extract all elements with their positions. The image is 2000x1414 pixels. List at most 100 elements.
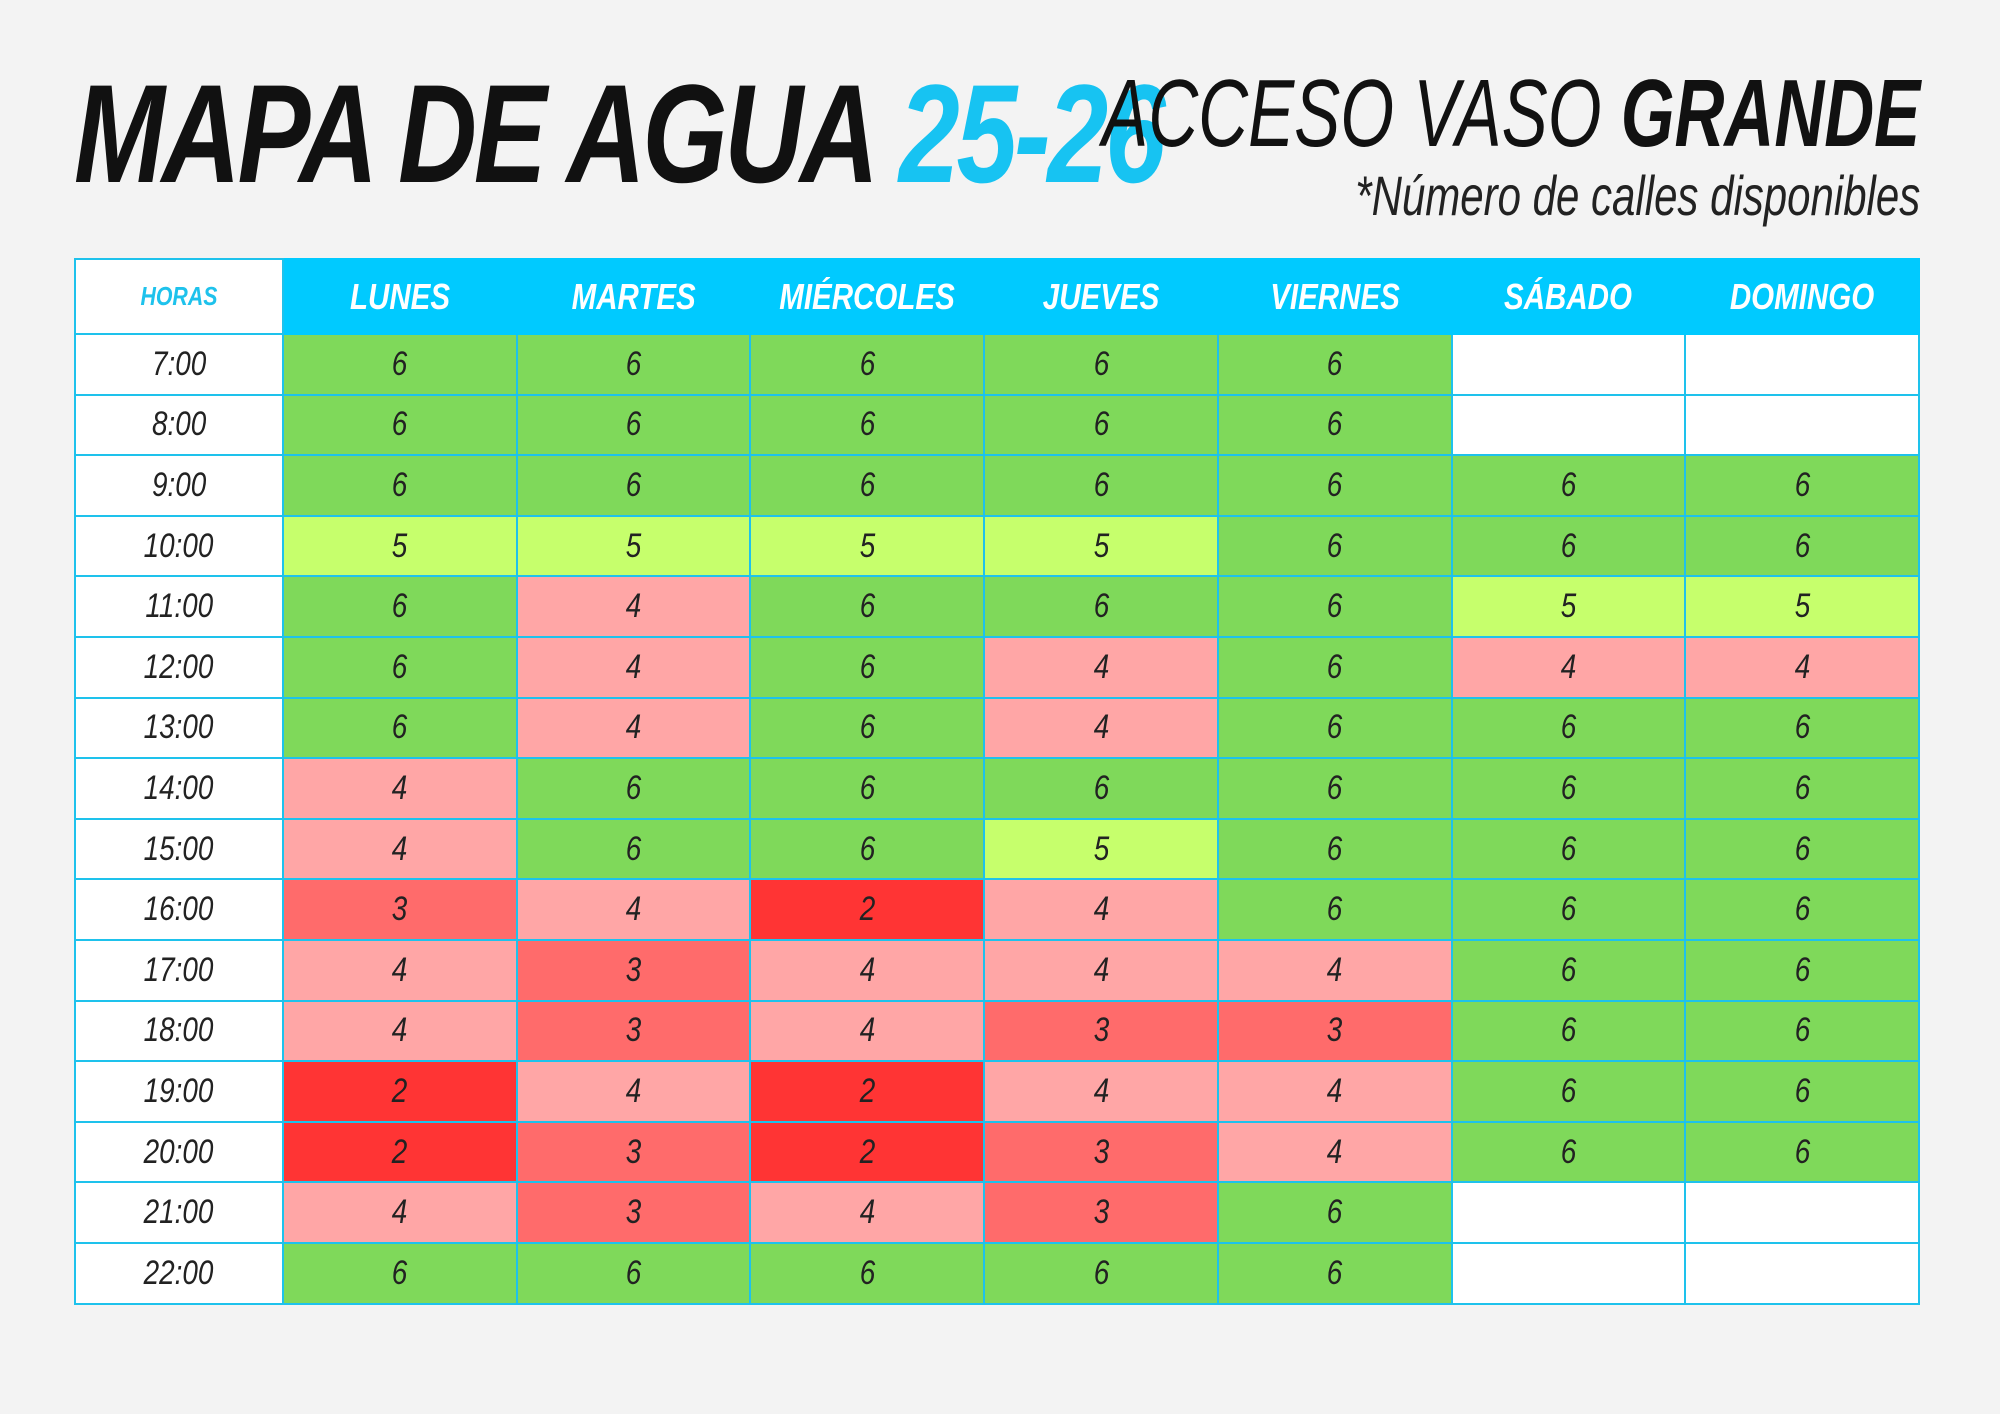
lanes-cell: 6	[1450, 817, 1687, 881]
lanes-cell: 6	[749, 1241, 986, 1305]
lanes-cell: 4	[983, 696, 1219, 760]
lanes-cell: 3	[515, 1120, 752, 1184]
table-row: 18:00 4 3 4 3 3 6 6	[74, 999, 1920, 1063]
time-cell: 10:00	[74, 514, 284, 578]
lanes-cell: 5	[983, 817, 1219, 881]
table-row: 19:00 2 4 2 4 4 6 6	[74, 1060, 1920, 1123]
lanes-cell: 6	[1216, 514, 1453, 578]
day-header: VIERNES	[1216, 258, 1453, 335]
lanes-cell: 2	[282, 1060, 518, 1123]
lanes-cell: 3	[983, 999, 1219, 1063]
lanes-cell	[1450, 333, 1687, 396]
lanes-cell: 6	[983, 1241, 1219, 1305]
table-row: 22:00 6 6 6 6 6	[74, 1241, 1920, 1305]
table-row: 10:00 5 5 5 5 6 6 6	[74, 514, 1920, 578]
schedule-body: 7:00 6 6 6 6 6 8:00 6 6 6 6 6 9:00 6 6 6 6 6 6 6 10:00 5 5 5 5 6 6…	[74, 333, 1920, 1305]
lanes-cell: 3	[983, 1181, 1219, 1244]
time-cell: 16:00	[74, 878, 284, 941]
lanes-cell: 6	[983, 454, 1219, 517]
time-cell: 9:00	[74, 454, 284, 517]
lanes-cell: 4	[1450, 635, 1687, 699]
day-header: SÁBADO	[1450, 258, 1687, 335]
lanes-cell: 5	[749, 514, 986, 578]
hours-header: HORAS	[74, 258, 284, 335]
lanes-cell: 3	[515, 938, 752, 1002]
header-row: HORAS LUNES MARTES MIÉRCOLES JUEVES VIERNES S…	[74, 258, 1920, 335]
lanes-cell: 6	[1684, 454, 1920, 517]
table-row: 14:00 4 6 6 6 6 6 6	[74, 757, 1920, 820]
lanes-cell: 5	[1684, 575, 1920, 638]
lanes-cell: 6	[1684, 514, 1920, 578]
table-row: 20:00 2 3 2 3 4 6 6	[74, 1120, 1920, 1184]
lanes-cell: 6	[749, 454, 986, 517]
lanes-cell: 6	[749, 333, 986, 396]
title-main: MAPA DE AGUA	[74, 55, 875, 212]
lanes-cell: 6	[1684, 938, 1920, 1002]
lanes-cell: 4	[1216, 1060, 1453, 1123]
lanes-cell: 6	[282, 635, 518, 699]
lanes-cell: 6	[515, 393, 752, 457]
access-label: ACCESO VASO GRANDE	[1102, 66, 1920, 162]
lanes-cell: 4	[282, 938, 518, 1002]
lanes-cell: 6	[515, 454, 752, 517]
time-cell: 8:00	[74, 393, 284, 457]
lanes-cell: 4	[749, 938, 986, 1002]
time-cell: 21:00	[74, 1181, 284, 1244]
day-header: JUEVES	[983, 258, 1219, 335]
time-cell: 11:00	[74, 575, 284, 638]
table-row: 21:00 4 3 4 3 6	[74, 1181, 1920, 1244]
lanes-cell: 6	[1450, 999, 1687, 1063]
lanes-cell: 6	[1216, 757, 1453, 820]
lanes-cell: 6	[1216, 1181, 1453, 1244]
lanes-cell: 6	[1450, 757, 1687, 820]
lanes-cell: 6	[1216, 635, 1453, 699]
lanes-cell: 6	[282, 1241, 518, 1305]
lanes-cell: 6	[1684, 1060, 1920, 1123]
lanes-cell: 6	[749, 757, 986, 820]
lanes-cell	[1450, 393, 1687, 457]
lanes-cell: 6	[515, 333, 752, 396]
lanes-cell: 6	[282, 575, 518, 638]
table-row: 16:00 3 4 2 4 6 6 6	[74, 878, 1920, 941]
lanes-cell: 6	[515, 1241, 752, 1305]
lanes-cell	[1684, 1241, 1920, 1305]
lanes-cell: 4	[749, 1181, 986, 1244]
table-row: 12:00 6 4 6 4 6 4 4	[74, 635, 1920, 699]
lanes-cell: 4	[983, 878, 1219, 941]
time-cell: 17:00	[74, 938, 284, 1002]
time-cell: 18:00	[74, 999, 284, 1063]
lanes-cell: 6	[1684, 1120, 1920, 1184]
lanes-cell: 4	[1684, 635, 1920, 699]
time-cell: 15:00	[74, 817, 284, 881]
lanes-cell: 6	[1450, 878, 1687, 941]
lanes-cell	[1450, 1181, 1687, 1244]
lanes-cell: 6	[1216, 817, 1453, 881]
lanes-cell: 4	[983, 1060, 1219, 1123]
lanes-cell: 6	[749, 393, 986, 457]
lanes-note: *Número de calles disponibles	[1355, 164, 1920, 227]
lanes-cell	[1450, 1241, 1687, 1305]
lanes-cell	[1684, 393, 1920, 457]
lanes-cell: 4	[282, 757, 518, 820]
lanes-cell: 6	[1450, 454, 1687, 517]
table-row: 17:00 4 3 4 4 4 6 6	[74, 938, 1920, 1002]
lanes-cell: 3	[515, 1181, 752, 1244]
day-header: LUNES	[282, 258, 518, 335]
lanes-cell: 6	[1684, 696, 1920, 760]
lanes-cell: 4	[282, 999, 518, 1063]
lanes-cell: 6	[1216, 333, 1453, 396]
lanes-cell: 3	[515, 999, 752, 1063]
time-cell: 13:00	[74, 696, 284, 760]
lanes-cell: 6	[1450, 1060, 1687, 1123]
lanes-cell: 5	[515, 514, 752, 578]
lanes-cell: 3	[1216, 999, 1453, 1063]
lanes-cell: 6	[282, 333, 518, 396]
lanes-cell: 6	[983, 333, 1219, 396]
lanes-cell: 6	[282, 454, 518, 517]
lanes-cell: 4	[983, 938, 1219, 1002]
table-row: 11:00 6 4 6 6 6 5 5	[74, 575, 1920, 638]
lanes-cell: 5	[282, 514, 518, 578]
lanes-cell: 4	[515, 635, 752, 699]
lanes-cell: 6	[1450, 938, 1687, 1002]
schedule-table: HORAS LUNES MARTES MIÉRCOLES JUEVES VIERNES S…	[74, 258, 1920, 1305]
